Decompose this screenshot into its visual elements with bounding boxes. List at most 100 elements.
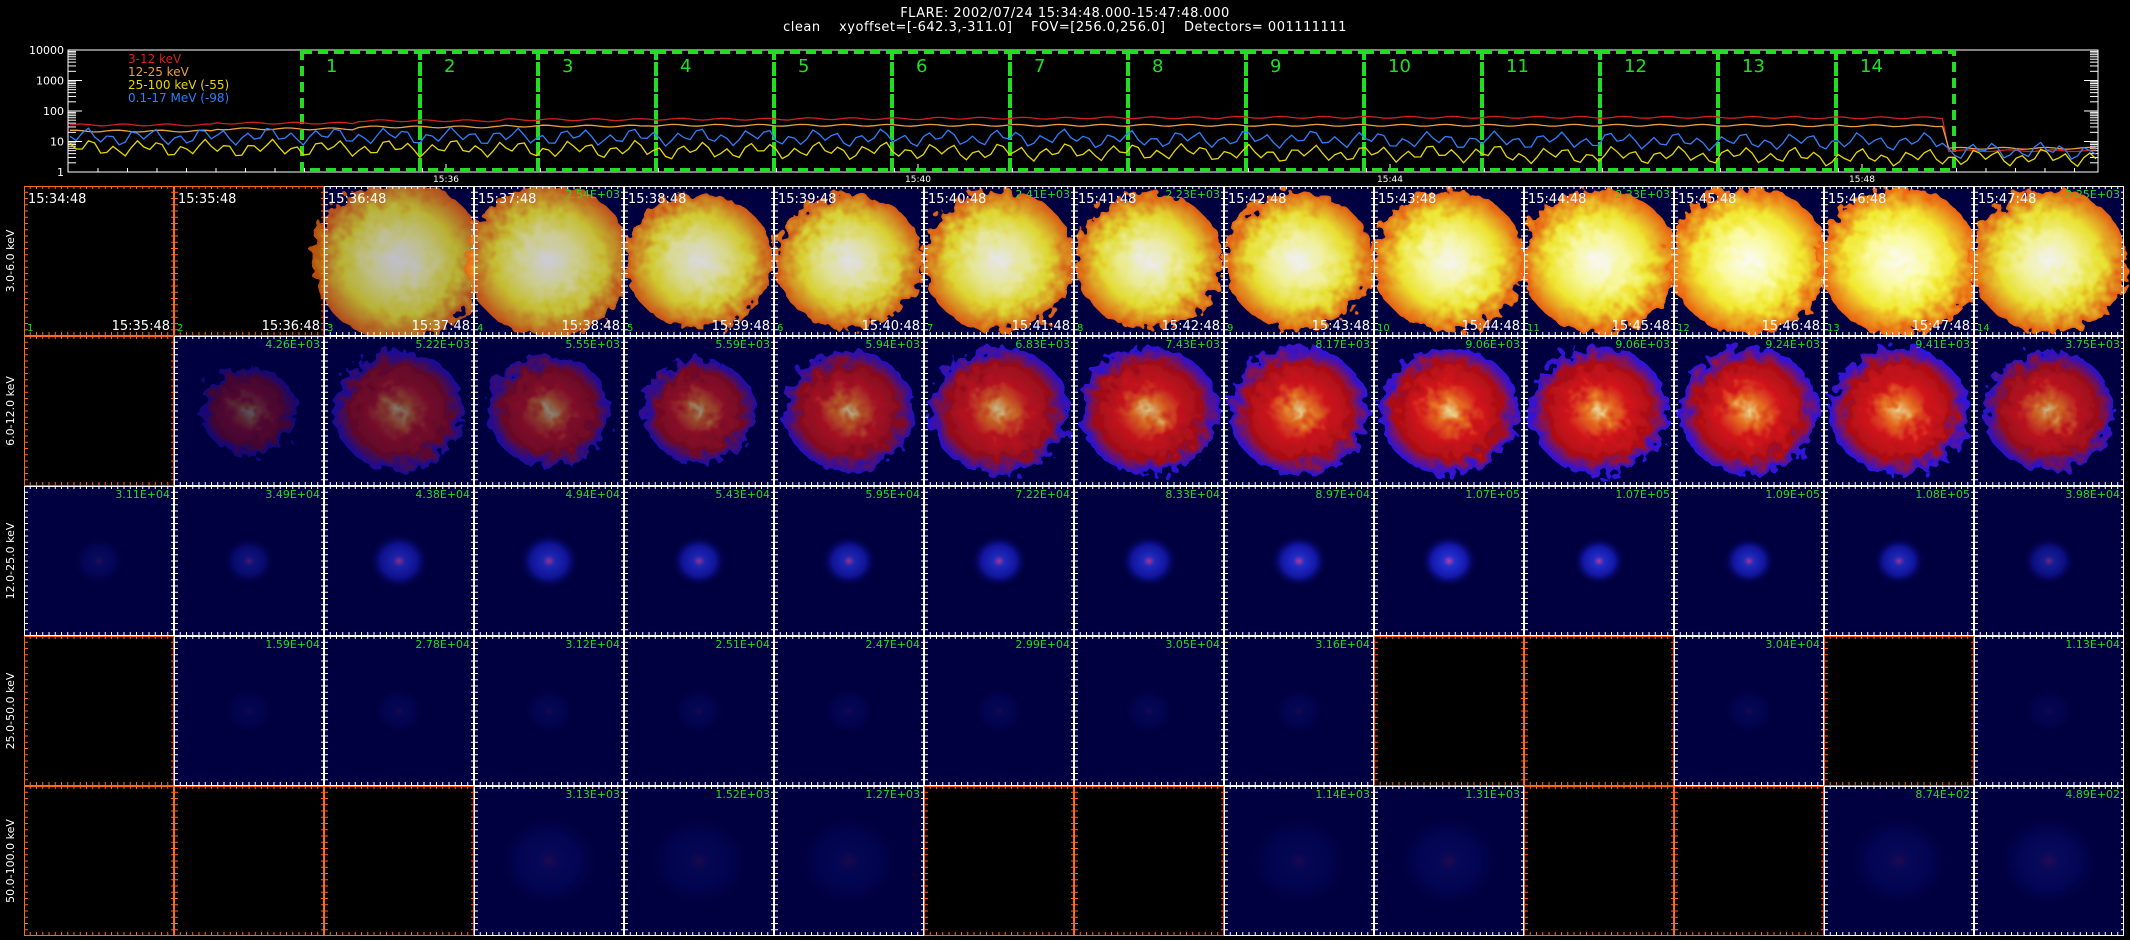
image-grid: 3.0-6.0 keV 6.0-12.0 keV 12.0-25.0 keV 25.0… — [4, 186, 2128, 936]
cell-max-value: 3.11E+04 — [115, 488, 170, 501]
emission-blob — [922, 190, 1076, 332]
emission-blob — [1983, 350, 2115, 472]
cell-end-time: 15:45:48 — [1612, 319, 1670, 334]
cell-max-value: 5.43E+04 — [715, 488, 770, 501]
cell-max-value: 2.23E+03 — [1165, 188, 1220, 201]
image-cell: 5.22E+03 — [324, 336, 474, 486]
cell-max-value: 3.75E+03 — [2065, 338, 2120, 351]
emission-blob — [822, 686, 876, 736]
emission-blob — [1270, 534, 1328, 588]
image-cell: 1.07E+05 — [1374, 486, 1524, 636]
image-cell: 15:43:48 15:44:48 10 — [1372, 186, 1526, 336]
emission-blob — [625, 192, 773, 330]
image-cell: 15:45:48 15:46:48 12 — [1668, 186, 1830, 336]
time-interval-box — [1598, 50, 1720, 172]
y-tick-label: 100 — [43, 105, 64, 118]
series-line — [69, 123, 2097, 150]
image-cell: 3.98E+04 — [1974, 486, 2124, 636]
emission-blob — [222, 686, 276, 736]
cell-index: 11 — [1527, 323, 1540, 334]
image-cell: 2.25E+03 15:47:48 14 — [1970, 186, 2128, 336]
image-cell — [24, 636, 174, 786]
image-cell: 1.08E+05 — [1824, 486, 1974, 636]
cell-max-value: 5.95E+04 — [865, 488, 920, 501]
cell-index: 1 — [27, 323, 33, 334]
cell-start-time: 15:47:48 — [1978, 192, 2036, 207]
image-cell: 9.06E+03 — [1374, 336, 1524, 486]
image-cell: 15:35:48 15:36:48 2 — [174, 186, 324, 336]
emission-blob — [1520, 188, 1678, 334]
time-interval-box — [1244, 50, 1366, 172]
cell-background — [174, 186, 324, 336]
time-interval-box — [890, 50, 1012, 172]
interval-number: 4 — [680, 56, 691, 77]
image-cell: 6.83E+03 — [924, 336, 1074, 486]
emission-blob — [312, 186, 486, 342]
cell-start-time: 15:41:48 — [1078, 192, 1136, 207]
emission-blob — [368, 532, 430, 590]
cell-index: 14 — [1977, 323, 1990, 334]
series-line — [69, 126, 2097, 160]
emission-blob — [201, 366, 297, 456]
cell-start-time: 15:44:48 — [1528, 192, 1586, 207]
cell-max-value: 4.94E+04 — [565, 488, 620, 501]
image-cell: 8.97E+04 — [1224, 486, 1374, 636]
plot-title: FLARE: 2002/07/24 15:34:48.000-15:47:48.… — [900, 6, 1230, 21]
cell-max-value: 5.59E+03 — [715, 338, 770, 351]
emission-blob — [372, 686, 426, 736]
time-interval-box — [1008, 50, 1130, 172]
image-cell: 9.41E+03 — [1824, 336, 1974, 486]
emission-blob — [522, 686, 576, 736]
image-cell: 1.07E+05 — [1524, 486, 1674, 636]
y-tick-label: 1 — [57, 166, 64, 179]
image-cell: 4.94E+04 — [474, 486, 624, 636]
cell-max-value: 2.47E+04 — [865, 638, 920, 651]
emission-blob — [1224, 192, 1374, 330]
emission-blob — [1829, 346, 1969, 476]
interval-number: 12 — [1624, 56, 1647, 77]
image-cell: 15:39:48 15:40:48 6 — [774, 186, 924, 336]
cell-index: 2 — [177, 323, 183, 334]
image-cell: 2.23E+03 15:41:48 15:42:48 8 — [1074, 186, 1224, 336]
emission-blob — [466, 186, 632, 338]
image-cell: 2.54E+03 15:37:48 15:38:48 4 — [466, 186, 632, 338]
cell-max-value: 5.22E+03 — [415, 338, 470, 351]
image-cell: 1.59E+04 — [174, 636, 324, 786]
cell-max-value: 3.98E+04 — [2065, 488, 2120, 501]
emission-blob — [1529, 346, 1669, 476]
emission-blob — [642, 358, 756, 464]
cell-max-value: 9.24E+03 — [1765, 338, 1820, 351]
time-interval-box — [300, 50, 422, 172]
emission-blob — [775, 192, 923, 330]
x-tick-label: 15:40 — [905, 175, 931, 184]
cell-start-time: 15:37:48 — [478, 192, 536, 207]
emission-blob — [1872, 536, 1926, 586]
row-energy-label: 12.0-25.0 keV — [4, 522, 17, 599]
cell-index: 7 — [927, 323, 933, 334]
cell-max-value: 8.17E+03 — [1315, 338, 1370, 351]
image-cell: 7.22E+04 — [924, 486, 1074, 636]
emission-blob — [672, 686, 726, 736]
cell-max-value: 2.54E+03 — [565, 188, 620, 201]
image-cell: 7.43E+03 — [1074, 336, 1224, 486]
cell-max-value: 1.59E+04 — [265, 638, 320, 651]
cell-start-time: 15:38:48 — [628, 192, 686, 207]
image-cell: 2.99E+04 — [924, 636, 1074, 786]
interval-number: 1 — [326, 56, 337, 77]
interval-number: 6 — [916, 56, 927, 77]
cell-end-time: 15:35:48 — [112, 319, 170, 334]
cell-start-time: 15:45:48 — [1678, 192, 1736, 207]
cell-max-value: 2.78E+04 — [415, 638, 470, 651]
image-cell: 2.47E+04 — [774, 636, 924, 786]
time-interval-box — [654, 50, 776, 172]
interval-number: 11 — [1506, 56, 1529, 77]
cell-start-time: 15:34:48 — [28, 192, 86, 207]
cell-index: 13 — [1827, 323, 1840, 334]
image-cell: 9.06E+03 — [1524, 336, 1674, 486]
cell-max-value: 1.07E+05 — [1465, 488, 1520, 501]
cell-start-time: 15:36:48 — [328, 192, 386, 207]
cell-start-time: 15:35:48 — [178, 192, 236, 207]
cell-index: 12 — [1677, 323, 1690, 334]
x-tick-label: 15:44 — [1377, 175, 1403, 184]
interval-number: 3 — [562, 56, 573, 77]
